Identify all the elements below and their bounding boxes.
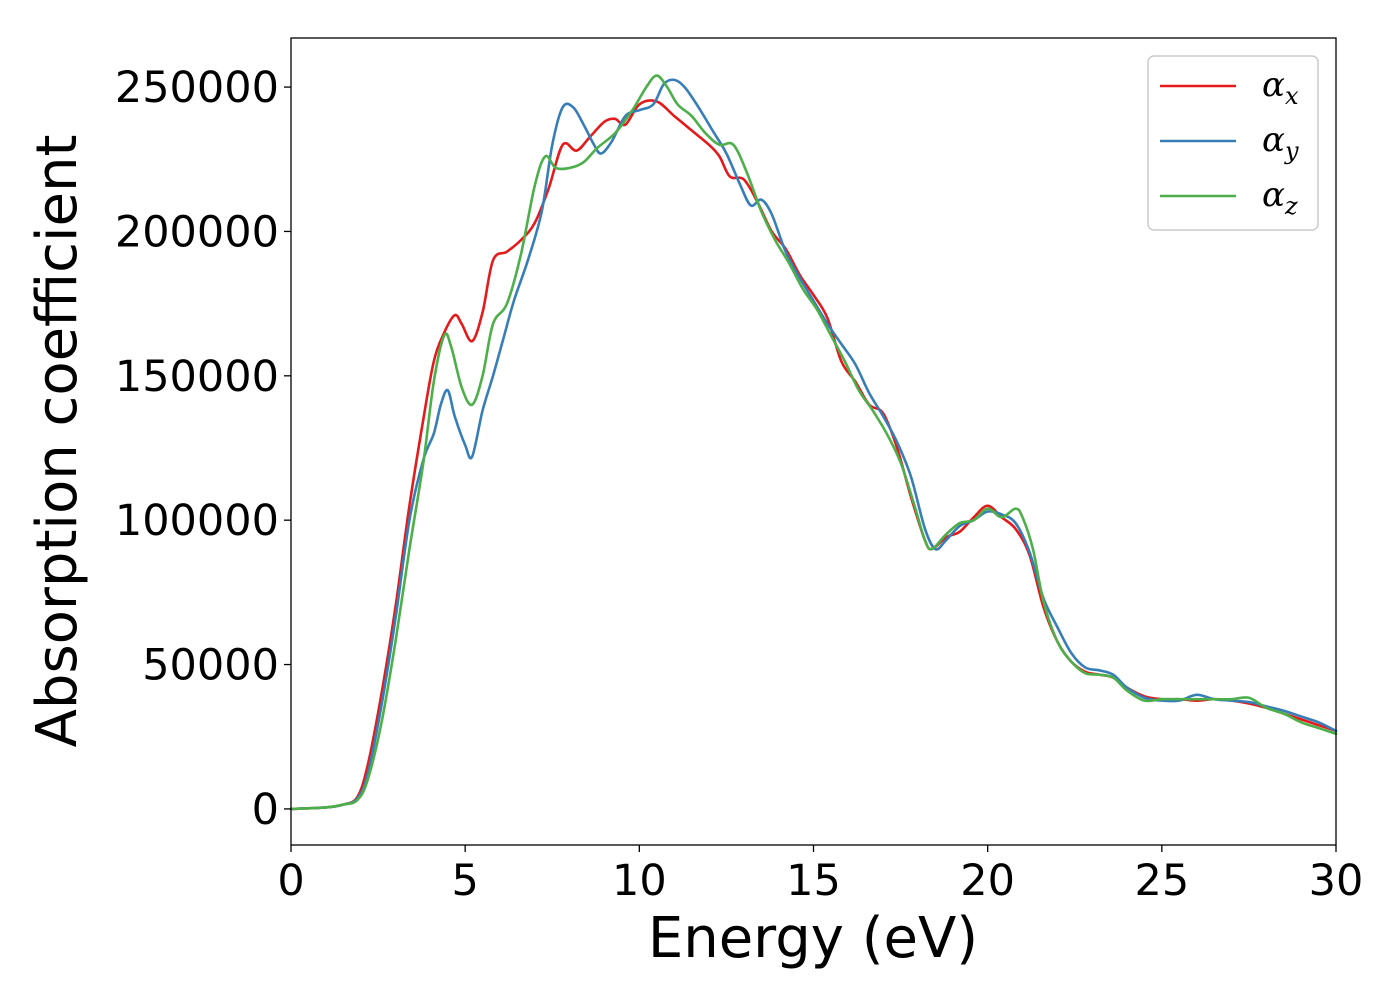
x-tick-label: 15	[786, 856, 841, 906]
y-tick-label: 250000	[115, 63, 279, 113]
y-axis-ticks: 0 50000 100000 150000 200000 250000	[115, 63, 291, 835]
x-tick-label: 30	[1309, 856, 1364, 906]
y-tick-label: 200000	[115, 207, 279, 257]
legend: αx αy αz	[1147, 55, 1319, 231]
series-line-z	[289, 74, 1338, 811]
y-tick-label: 0	[252, 785, 279, 835]
x-tick-label: 25	[1134, 856, 1189, 906]
legend-frame	[1147, 55, 1319, 231]
x-axis-title: Energy (eV)	[648, 906, 978, 971]
legend-label-y: αy	[1262, 120, 1299, 165]
y-tick-label: 50000	[142, 641, 279, 691]
x-axis-ticks: 0 5 10 15 20 25 30	[277, 845, 1363, 906]
x-tick-label: 10	[612, 856, 667, 906]
x-tick-label: 20	[960, 856, 1015, 906]
x-tick-label: 5	[451, 856, 478, 906]
y-tick-label: 150000	[115, 352, 279, 402]
legend-label-z: αz	[1262, 175, 1298, 220]
y-tick-label: 100000	[115, 496, 279, 546]
series-line-y	[289, 78, 1338, 811]
y-axis-title: Absorption coefficient	[25, 135, 90, 748]
legend-label-x: αx	[1262, 65, 1299, 110]
x-tick-label: 0	[277, 856, 304, 906]
plot-lines	[289, 74, 1338, 811]
